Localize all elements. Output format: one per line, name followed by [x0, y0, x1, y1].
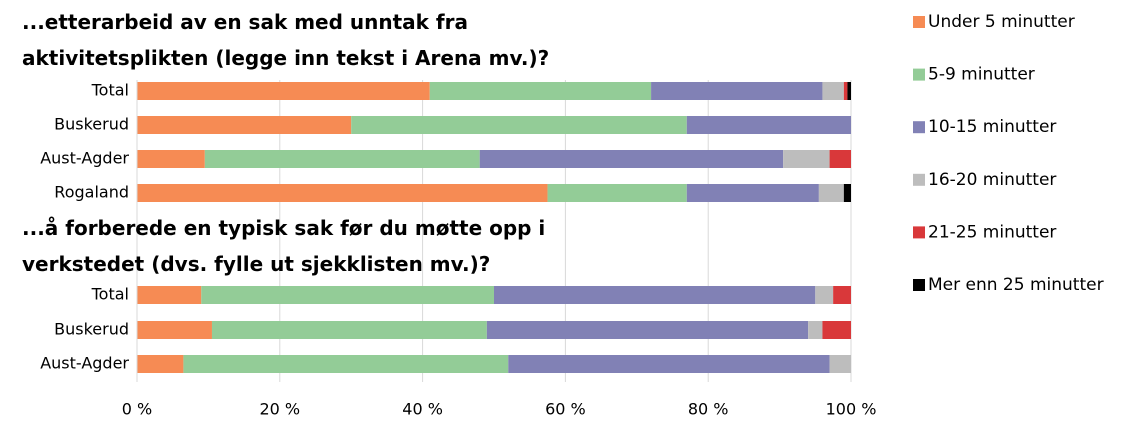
legend-label: 21-25 minutter [928, 222, 1056, 242]
y-tick-label: Rogaland [54, 183, 129, 202]
x-tick-label: 0 % [122, 400, 152, 419]
bar-segment [815, 286, 834, 304]
bar-segment [137, 321, 212, 339]
legend-swatch [913, 226, 925, 239]
bar-segment [351, 116, 687, 134]
x-tick-label: 40 % [402, 400, 443, 419]
legend-label: 5-9 minutter [928, 65, 1035, 85]
y-tick-label: Total [91, 285, 129, 304]
bar-segment [783, 150, 830, 168]
legend-label: 16-20 minutter [928, 170, 1056, 190]
x-tick-label: 20 % [259, 400, 300, 419]
bar-segment [686, 184, 819, 202]
bar-segment [429, 82, 652, 100]
y-tick-label: Total [91, 81, 129, 100]
bar-segment [843, 184, 851, 202]
bar-segment [508, 355, 830, 373]
bar-segment [201, 286, 494, 304]
bar-segment [833, 286, 851, 304]
bar-segment [137, 82, 430, 100]
bar-segment [808, 321, 823, 339]
legend-swatch [913, 16, 925, 28]
bar-segment [822, 321, 851, 339]
bar-segment [137, 184, 548, 202]
legend-swatch [913, 121, 925, 134]
bar-segment [829, 355, 851, 373]
y-tick-label: Buskerud [54, 320, 129, 339]
legend-label: 10-15 minutter [928, 117, 1056, 137]
y-tick-label: Aust-Agder [40, 149, 129, 168]
bar-segment [686, 116, 851, 134]
bar-segment [137, 286, 202, 304]
bar-segment [822, 82, 844, 100]
bar-segment [204, 150, 480, 168]
bar-segment [847, 82, 851, 100]
legend-swatch [913, 173, 925, 186]
bar-segment [843, 82, 848, 100]
panel-title: ...etterarbeid av en sak med unntak fra … [22, 10, 550, 70]
legend-swatch [913, 68, 925, 81]
panel-title: ...å forberede en typisk sak før du møtt… [22, 216, 546, 276]
bar-segment [547, 184, 687, 202]
legend-swatch [913, 279, 925, 291]
x-tick-label: 80 % [688, 400, 729, 419]
x-tick-label: 60 % [545, 400, 586, 419]
bar-segment [818, 184, 844, 202]
x-tick-label: 100 % [826, 400, 877, 419]
bar-segment [486, 321, 809, 339]
y-tick-label: Buskerud [54, 115, 129, 134]
y-tick-label: Aust-Agder [40, 354, 129, 373]
bar-segment [137, 150, 205, 168]
bar-segment [494, 286, 816, 304]
bar-segment [829, 150, 851, 168]
bar-segment [137, 116, 352, 134]
bar-segment [211, 321, 487, 339]
bar-segment [651, 82, 823, 100]
legend-label: Under 5 minutter [928, 12, 1075, 32]
legend-label: Mer enn 25 minutter [928, 275, 1104, 295]
bar-segment [479, 150, 784, 168]
bar-segment [183, 355, 509, 373]
bar-segment [137, 355, 184, 373]
